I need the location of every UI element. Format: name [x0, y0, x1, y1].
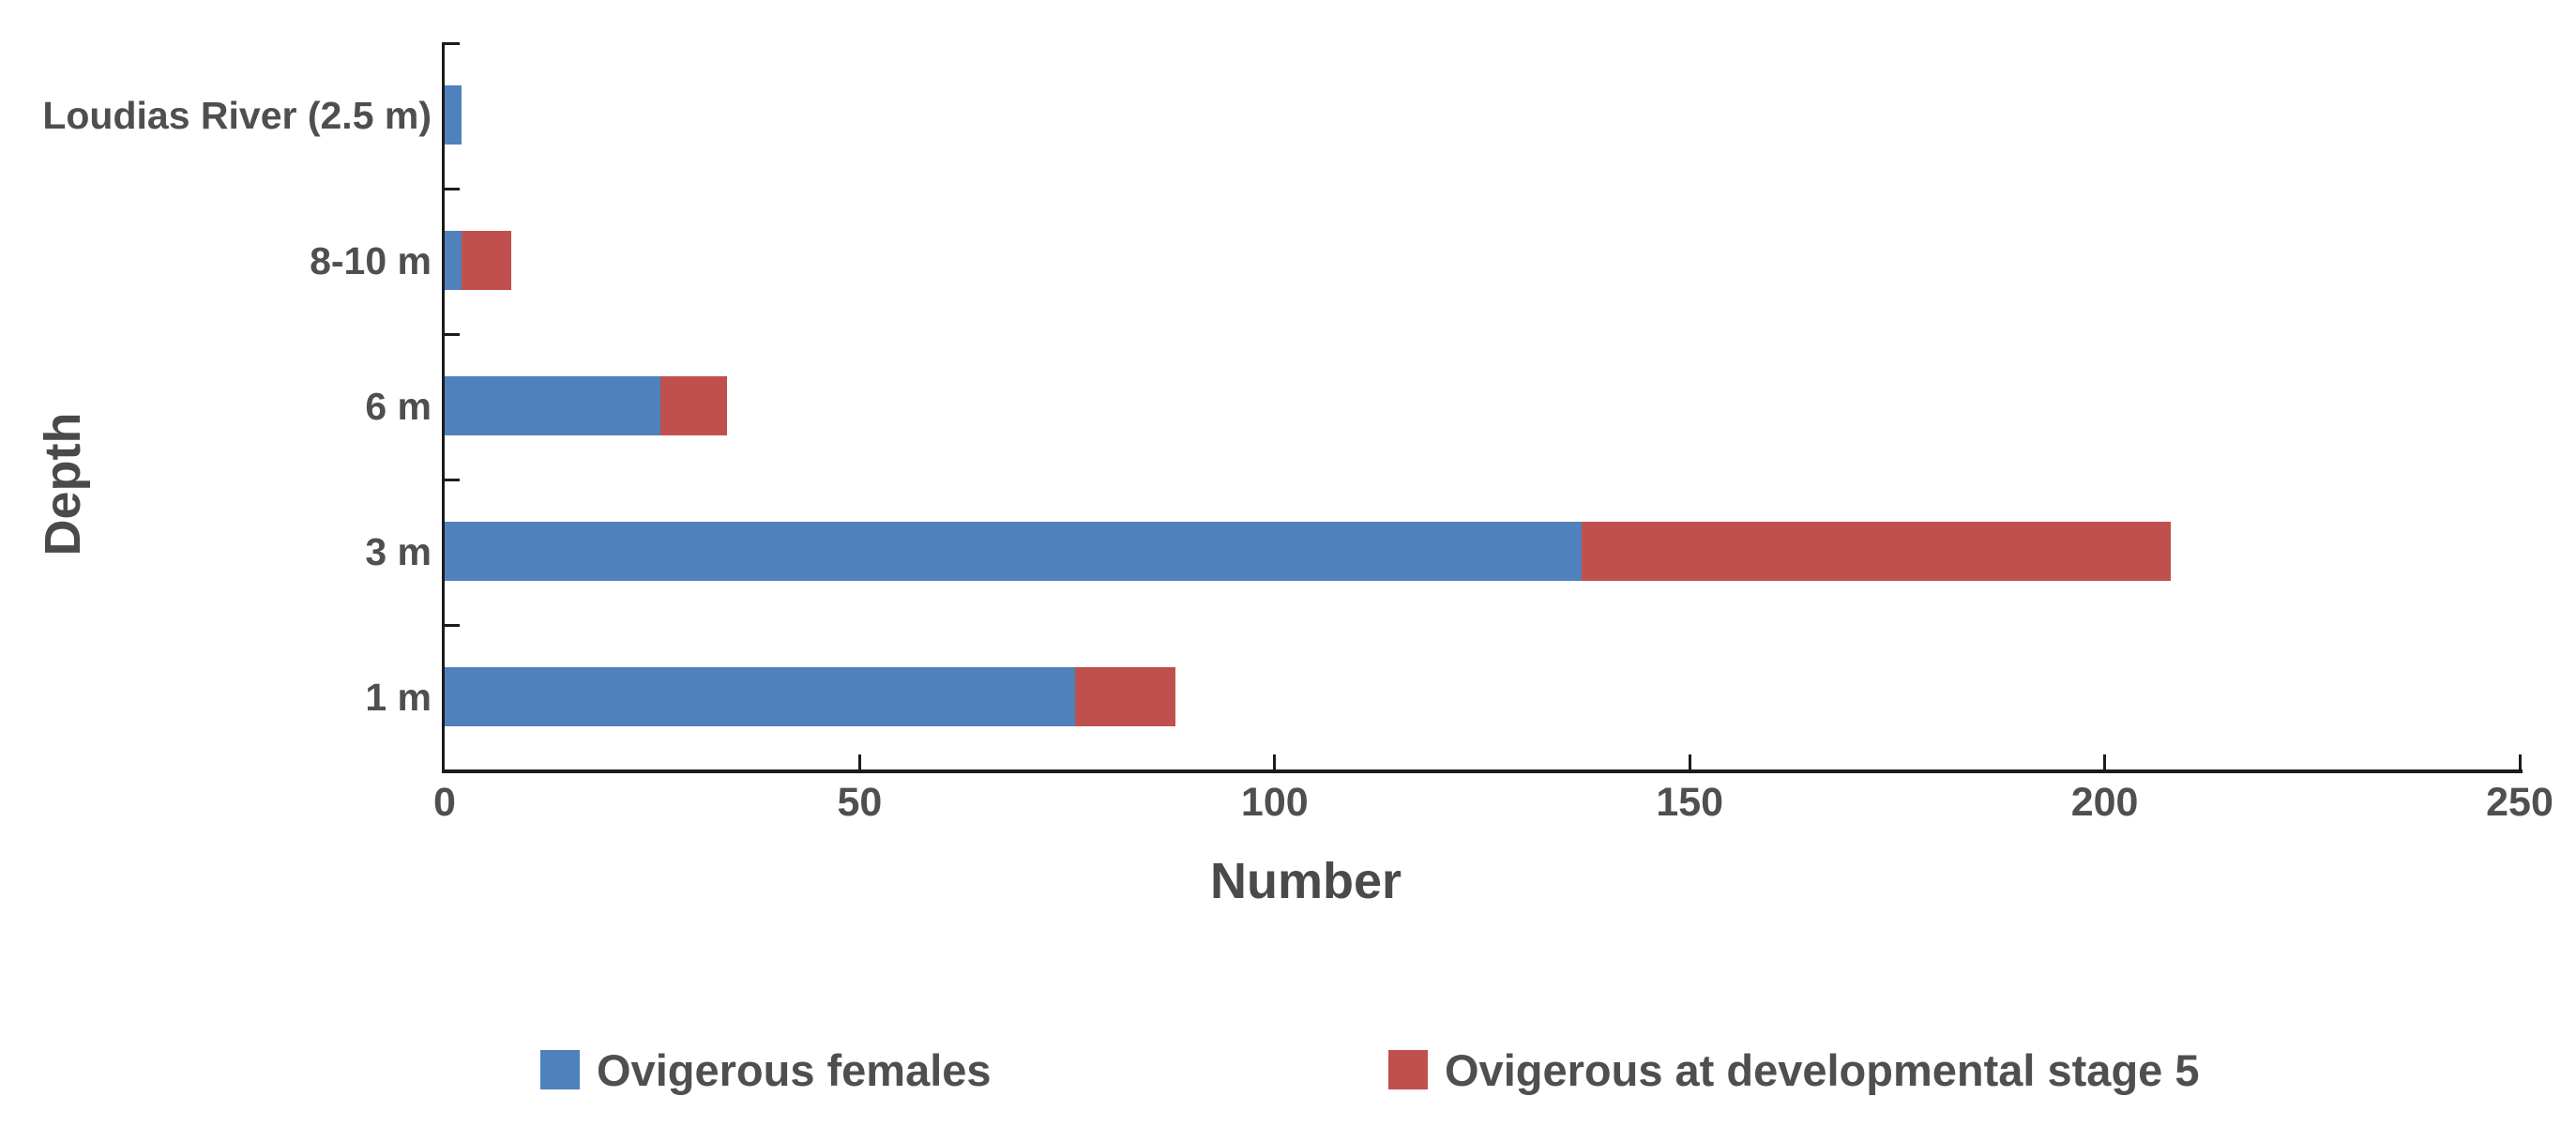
- bar-segment: [660, 376, 727, 435]
- x-axis-title: Number: [1209, 853, 1402, 909]
- bar-segment: [1582, 522, 2172, 581]
- legend-label: Ovigerous females: [597, 1044, 992, 1095]
- y-axis-tick: [445, 624, 460, 627]
- y-axis-tick: [445, 188, 460, 190]
- y-axis-tick: [445, 333, 460, 336]
- category-label: 3 m: [365, 529, 432, 573]
- legend-item: Ovigerous females: [540, 1043, 992, 1096]
- x-axis-tick-label: 100: [1240, 780, 1309, 825]
- category-label: 8-10 m: [310, 238, 432, 282]
- bar-segment: [445, 667, 1076, 726]
- bar-segment: [445, 376, 661, 435]
- category-label: 1 m: [365, 675, 432, 719]
- x-axis-tick-label: 150: [1656, 780, 1724, 825]
- legend-item: Ovigerous at developmental stage 5: [1388, 1043, 2200, 1096]
- legend-swatch: [540, 1050, 580, 1089]
- x-axis-tick-label: 0: [433, 780, 456, 825]
- legend-label: Ovigerous at developmental stage 5: [1445, 1044, 2200, 1095]
- x-axis-tick: [1688, 754, 1691, 769]
- x-axis-tick: [857, 754, 861, 769]
- y-axis-tick: [445, 479, 460, 481]
- y-axis-line: [442, 42, 445, 773]
- bar-segment: [445, 522, 1583, 581]
- x-axis-tick: [2103, 754, 2107, 769]
- x-axis-tick: [1273, 754, 1277, 769]
- x-axis-tick: [2518, 754, 2522, 769]
- bar-segment: [461, 231, 511, 290]
- bar-segment: [445, 231, 462, 290]
- x-axis-tick-label: 250: [2486, 780, 2553, 825]
- category-label: 6 m: [365, 384, 432, 428]
- legend-swatch: [1388, 1050, 1428, 1089]
- bar-segment: [445, 85, 462, 145]
- bar-segment: [1075, 667, 1175, 726]
- category-label: Loudias River (2.5 m): [42, 93, 432, 137]
- y-axis-tick: [445, 42, 460, 45]
- x-axis-line: [442, 769, 2523, 773]
- x-axis-tick-label: 200: [2070, 780, 2139, 825]
- x-axis-tick-label: 50: [837, 780, 883, 825]
